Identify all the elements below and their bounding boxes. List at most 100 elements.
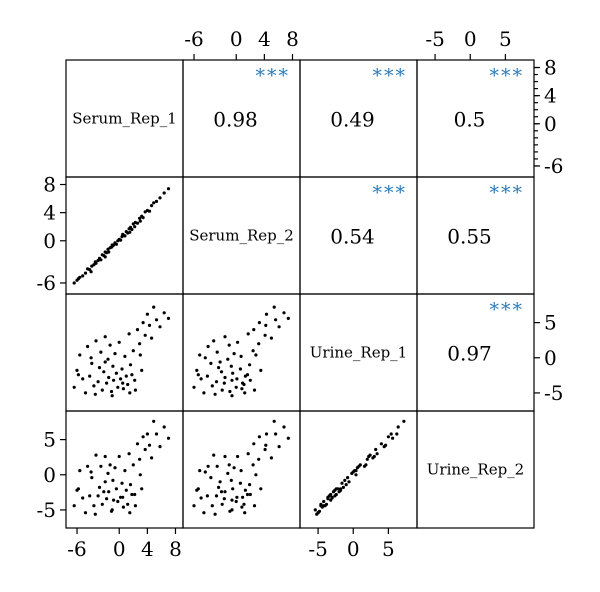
point-4-2-31: [243, 488, 247, 492]
point-4-2-29: [240, 505, 244, 509]
point-4-1-4: [83, 511, 88, 515]
point-4-1-12: [99, 464, 103, 468]
point-4-3-42: [374, 447, 378, 452]
point-4-1-41: [141, 435, 145, 439]
point-3-1-29: [121, 387, 125, 391]
point-2-1-57: [133, 225, 137, 229]
left-tick-label-row4-0: -5: [37, 498, 56, 522]
point-4-2-11: [217, 485, 221, 489]
point-4-1-55: [121, 495, 125, 499]
point-4-1-58: [89, 470, 93, 474]
point-4-2-50: [286, 436, 290, 440]
point-4-2-25: [234, 499, 238, 504]
point-4-2-28: [238, 481, 242, 485]
point-3-2-4: [202, 391, 206, 395]
panel-frame-3-2: [182, 293, 301, 412]
point-4-3-26: [367, 454, 371, 459]
point-2-1-3: [81, 274, 85, 278]
point-3-1-59: [138, 353, 142, 357]
point-4-2-12: [215, 464, 219, 468]
point-2-1-35: [130, 227, 134, 232]
point-4-1-9: [94, 453, 98, 457]
point-3-2-14: [219, 370, 224, 374]
point-2-1-53: [110, 243, 114, 247]
point-3-1-20: [109, 389, 114, 394]
point-4-1-40: [140, 487, 144, 491]
significance-stars-2-4: ***: [490, 182, 525, 204]
point-3-1-49: [162, 311, 166, 315]
point-3-2-8: [210, 384, 214, 388]
point-4-1-38: [135, 442, 140, 446]
point-4-3-46: [402, 419, 406, 423]
point-3-2-21: [229, 364, 233, 368]
point-4-2-48: [277, 445, 281, 449]
point-4-3-36: [358, 463, 362, 467]
correlation-2-3: 0.54: [330, 225, 375, 249]
point-3-2-5: [206, 344, 210, 349]
point-3-2-17: [226, 357, 230, 361]
point-4-1-26: [117, 454, 121, 459]
point-3-1-34: [128, 363, 133, 367]
point-3-1-33: [127, 332, 131, 336]
panel-labels: Serum_Rep_1 Serum_Rep_2 Urine_Rep_1 Urine_R…: [72, 65, 524, 479]
point-3-2-59: [254, 353, 258, 357]
point-4-1-49: [162, 425, 166, 429]
point-3-1-56: [103, 360, 107, 364]
point-3-1-30: [123, 354, 127, 358]
point-3-2-49: [282, 311, 286, 315]
point-3-1-11: [97, 366, 102, 370]
bottom-tick-label-col1-2: 4: [141, 537, 154, 561]
point-4-2-33: [246, 452, 250, 456]
right-tick-label-row1-1: 4: [544, 84, 557, 108]
significance-stars-1-4: ***: [490, 65, 525, 87]
point-4-2-35: [245, 492, 250, 497]
point-3-1-14: [102, 370, 106, 374]
point-3-2-19: [227, 343, 231, 347]
point-4-1-47: [154, 432, 159, 436]
significance-stars-1-2: ***: [256, 65, 291, 87]
correlation-2-4: 0.55: [447, 225, 492, 249]
point-3-2-56: [218, 360, 222, 364]
point-3-2-18: [223, 375, 227, 380]
point-3-2-15: [223, 335, 227, 339]
point-3-1-47: [154, 318, 159, 322]
point-4-1-34: [128, 483, 133, 487]
point-4-1-32: [126, 502, 130, 506]
point-3-1-55: [121, 381, 125, 385]
point-3-1-52: [93, 392, 97, 396]
point-4-1-21: [111, 478, 115, 482]
point-4-3-19: [364, 463, 368, 467]
point-3-1-3: [81, 377, 85, 381]
point-4-2-17: [226, 471, 230, 475]
bottom-tick-label-col1-0: -6: [67, 537, 86, 561]
point-3-1-1: [75, 368, 79, 372]
point-4-1-35: [130, 492, 134, 497]
point-4-2-2: [198, 469, 202, 473]
point-3-1-38: [135, 328, 140, 332]
top-tick-label-col2-2: 4: [258, 27, 271, 51]
point-3-2-50: [286, 316, 290, 320]
point-3-2-34: [248, 363, 252, 367]
point-4-2-36: [251, 463, 255, 467]
point-4-1-30: [123, 469, 127, 473]
point-2-1-46: [152, 201, 156, 205]
point-4-1-42: [143, 447, 147, 452]
point-3-1-48: [158, 325, 162, 329]
point-4-2-42: [263, 447, 267, 452]
bottom-tick-label-col3-0: -5: [308, 537, 327, 561]
point-4-3-21: [343, 478, 347, 482]
point-4-3-45: [371, 456, 375, 460]
point-3-1-18: [107, 375, 111, 380]
point-4-1-17: [106, 471, 110, 475]
point-2-1-52: [93, 260, 97, 264]
point-3-1-6: [88, 374, 92, 378]
point-3-1-42: [143, 333, 147, 337]
top-tick-label-col2-3: 8: [286, 27, 299, 51]
point-3-2-47: [274, 318, 278, 322]
point-3-2-46: [272, 305, 276, 309]
correlation-1-2: 0.98: [213, 108, 258, 132]
panel-frame-3-1: [65, 293, 184, 412]
point-4-3-14: [337, 490, 341, 494]
point-4-3-43: [395, 432, 399, 436]
point-4-1-24: [114, 487, 118, 491]
